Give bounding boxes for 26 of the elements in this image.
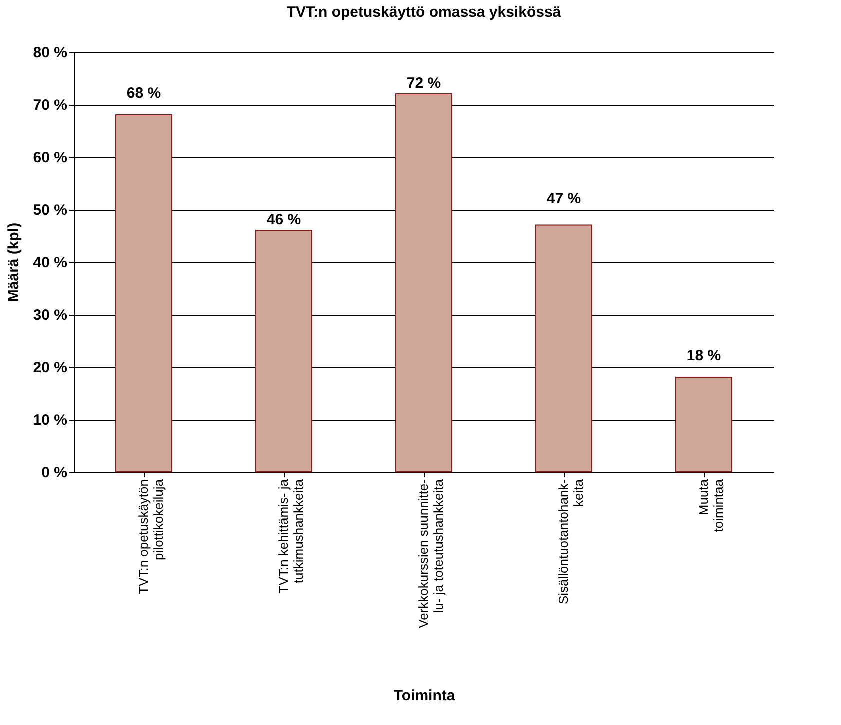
data-label: 46 % xyxy=(266,212,302,228)
x-axis-title: Toiminta xyxy=(394,687,456,704)
data-label: 47 % xyxy=(546,190,582,208)
bar xyxy=(116,114,172,472)
bar xyxy=(676,377,732,472)
y-axis-title: Määrä (kpl) xyxy=(5,222,22,302)
y-tick-label: 40 % xyxy=(33,254,68,272)
x-tick-label: TVT:n kehittämis- ja tutkimushankkeita xyxy=(276,478,306,594)
y-tick-label: 30 % xyxy=(33,307,68,324)
bar xyxy=(256,230,312,472)
bar xyxy=(396,94,452,472)
y-tick-label: 70 % xyxy=(33,97,68,114)
chart-title: TVT:n opetuskäyttö omassa yksikössä xyxy=(286,4,562,21)
x-tick-label: Sisällöntuotantohank- keita xyxy=(556,478,586,605)
y-tick-label: 20 % xyxy=(33,360,68,376)
x-tick-label: Muuta toimintaa xyxy=(696,478,726,532)
bar xyxy=(536,224,592,472)
data-label: 18 % xyxy=(686,348,722,364)
y-tick-label: 0 % xyxy=(42,464,68,482)
data-label: 68 % xyxy=(126,85,162,102)
y-tick-label: 50 % xyxy=(33,202,68,219)
y-tick-label: 10 % xyxy=(33,412,68,429)
y-tick-label: 60 % xyxy=(33,150,68,166)
y-tick-label: 80 % xyxy=(33,44,68,62)
data-label: 72 % xyxy=(406,75,442,92)
x-tick-label: TVT:n opetuskäytön pilottikokeiluja xyxy=(136,478,166,594)
